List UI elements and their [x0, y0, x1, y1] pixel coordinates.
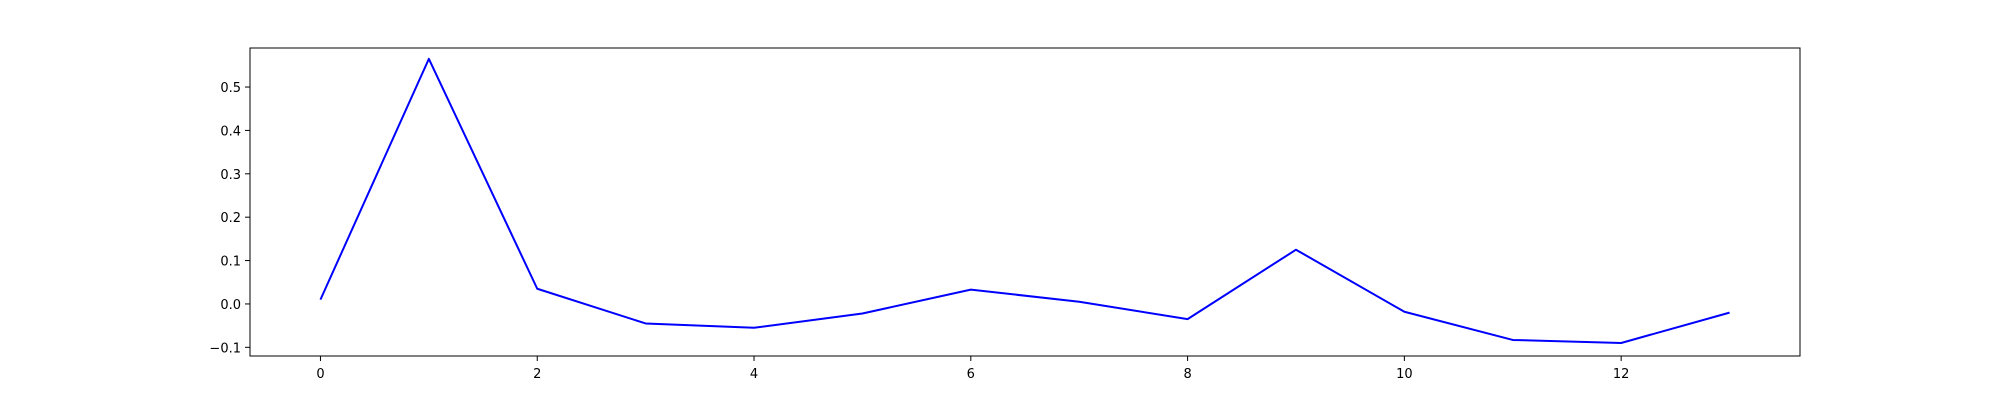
x-tick-label: 12 — [1613, 367, 1630, 382]
y-tick-label: 0.1 — [220, 255, 241, 270]
y-tick-label: 0.5 — [220, 81, 241, 96]
x-axis: 0 2 4 6 8 10 12 — [316, 356, 1629, 382]
x-tick-label: 6 — [967, 367, 975, 382]
y-tick-label: 0.2 — [220, 211, 241, 226]
x-tick-label: 10 — [1396, 367, 1413, 382]
y-axis: −0.1 0.0 0.1 0.2 0.3 0.4 0.5 — [209, 81, 250, 356]
y-tick-label: 0.0 — [220, 298, 241, 313]
y-tick-label: 0.4 — [220, 124, 241, 139]
x-tick-label: 2 — [533, 367, 541, 382]
x-tick-label: 0 — [316, 367, 324, 382]
plot-area — [250, 48, 1800, 356]
y-tick-label: 0.3 — [220, 168, 241, 183]
x-tick-label: 8 — [1183, 367, 1191, 382]
x-tick-label: 4 — [750, 367, 758, 382]
y-tick-label: −0.1 — [209, 341, 241, 356]
